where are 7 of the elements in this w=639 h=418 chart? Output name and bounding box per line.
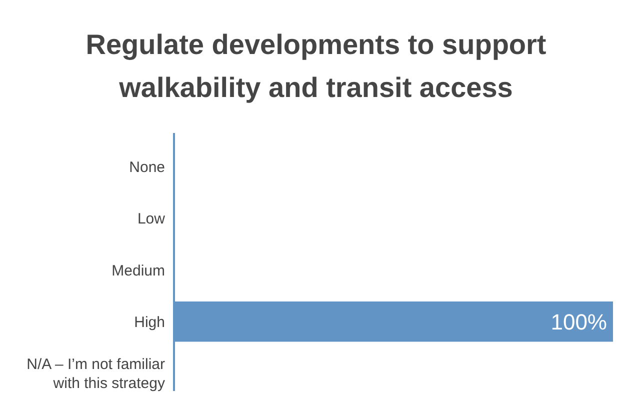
data-label: 100% [550, 309, 607, 334]
y-tick-label: Medium [112, 262, 165, 280]
chart-title: Regulate developments to support walkability and transit access [86, 29, 546, 103]
y-tick-label: High [134, 314, 165, 331]
y-tick-label: None [129, 159, 165, 176]
y-tick-label: N/A – I’m not familiar with this strategy [26, 356, 166, 392]
y-tick-label: Low [137, 210, 166, 228]
